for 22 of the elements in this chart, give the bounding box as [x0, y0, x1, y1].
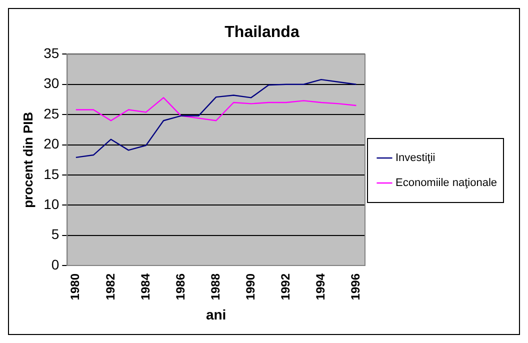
y-tick-label: 35	[44, 45, 60, 62]
x-tick-label: 1996	[348, 273, 363, 300]
chart-title: Thailanda	[224, 24, 300, 42]
x-tick-label: 1994	[314, 273, 328, 300]
x-tick-label: 1986	[173, 273, 188, 300]
x-axis-title: ani	[206, 306, 226, 322]
y-tick-label: 15	[44, 166, 60, 182]
x-tick-label: 1984	[138, 273, 152, 300]
y-tick-label: 5	[51, 226, 60, 242]
legend-label: Economiile naţionale	[395, 177, 498, 190]
legend-label: Investiţii	[395, 152, 436, 164]
x-tick-label: 1982	[103, 273, 118, 300]
x-tick-label: 1992	[278, 273, 292, 300]
x-tick-label: 1980	[68, 273, 82, 300]
y-tick-label: 25	[44, 105, 60, 122]
x-tick-label: 1988	[208, 273, 222, 300]
y-tick-label: 0	[51, 256, 60, 272]
y-tick-label: 10	[44, 196, 60, 212]
y-tick-label: 20	[44, 136, 60, 152]
y-axis-title: procent din PIB	[20, 112, 36, 208]
y-tick-label: 30	[44, 75, 60, 92]
x-tick-label: 1990	[243, 273, 258, 300]
